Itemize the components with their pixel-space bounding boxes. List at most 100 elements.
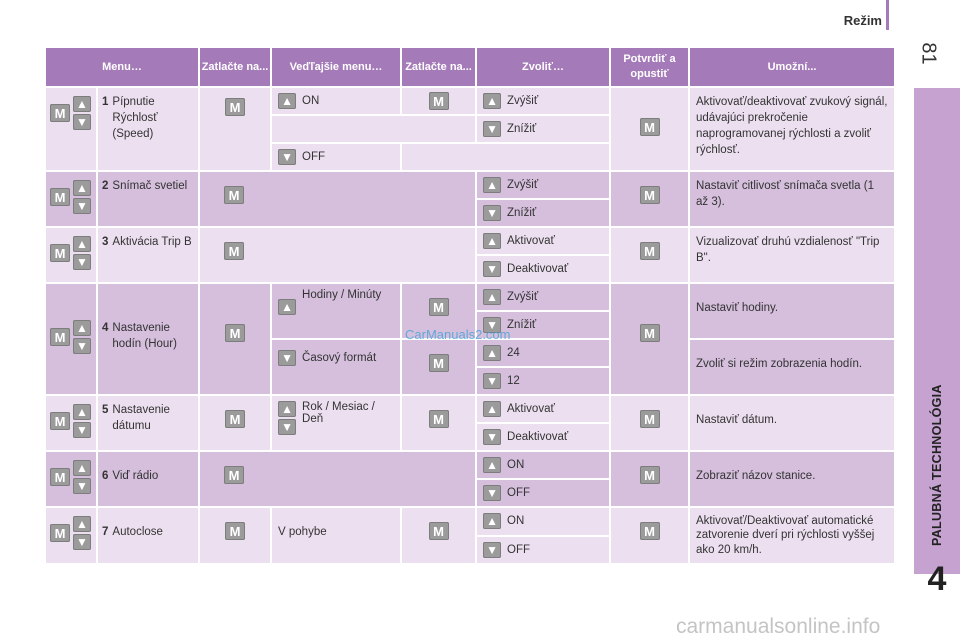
menu-key-icon: M (224, 242, 245, 260)
menu-key-icon: M (639, 522, 660, 540)
up-arrow-icon: ▲ (278, 93, 297, 109)
select-option: 24 (507, 347, 520, 359)
menu-item: 5 Nastavenie dátumu (102, 404, 170, 433)
menu-key-icon: M (50, 412, 70, 430)
table-row: M ▲ ▼ 2 Snímač svetiel M ▲ Zvýšiť M Nastaviť… (46, 172, 895, 226)
select-option: Zvýšiť (507, 291, 539, 303)
menu-key-icon: M (225, 324, 246, 342)
description: Aktivovať/deaktivovať zvukový signál, ud… (696, 96, 888, 157)
header-submenu: Veďľajšie menu… (272, 48, 401, 86)
up-arrow-icon: ▲ (73, 180, 91, 196)
table-row: M ▲ ▼ 3 Aktivácia Trip B M ▲ Aktivovať M Viz… (46, 228, 895, 282)
submenu-label: OFF (302, 151, 326, 163)
up-arrow-icon: ▲ (278, 401, 297, 417)
header-select: Zvoliť… (477, 48, 610, 86)
menu-key-icon: M (50, 188, 70, 206)
description: Nastaviť dátum. (696, 414, 778, 426)
menu-table: Menu… Zatlačte na... Veďľajšie menu… Zat… (44, 46, 896, 565)
menu-key-icon: M (639, 186, 660, 204)
menu-key-icon: M (639, 118, 660, 136)
select-option: Znížiť (507, 319, 537, 331)
select-option: 12 (507, 375, 520, 387)
menu-key-icon: M (225, 410, 246, 428)
menu-key-icon: M (428, 522, 449, 540)
up-arrow-icon: ▲ (73, 96, 91, 112)
table-row: M ▲ ▼ 1 Pípnutie Rýchlosť (Speed) M ▲ ON M … (46, 88, 895, 170)
menu-key-icon: M (639, 324, 660, 342)
down-arrow-icon: ▼ (73, 114, 91, 130)
down-arrow-icon: ▼ (483, 485, 502, 501)
down-arrow-icon: ▼ (483, 541, 502, 558)
header-rule (886, 0, 889, 30)
down-arrow-icon: ▼ (73, 338, 91, 354)
menu-key-icon: M (639, 466, 660, 484)
down-arrow-icon: ▼ (73, 198, 91, 214)
description: Vizualizovať druhú vzdialenosť "Trip B". (696, 236, 880, 265)
select-option: Zvýšiť (507, 95, 539, 107)
table-row: M ▲ ▼ 7 Autoclose M V pohybe M ▲ ON M Aktivo… (46, 508, 895, 564)
menu-item: 3 Aktivácia Trip B (102, 236, 192, 248)
menu-key-icon: M (224, 466, 245, 484)
menu-item: 1 Pípnutie Rýchlosť (Speed) (102, 96, 158, 141)
up-arrow-icon: ▲ (483, 93, 502, 109)
down-arrow-icon: ▼ (483, 121, 502, 137)
menu-key-icon: M (50, 328, 70, 346)
menu-key-icon: M (50, 524, 70, 542)
table-row: M ▲ ▼ 5 Nastavenie dátumu M ▲ ▼ Rok / Mesiac … (46, 396, 895, 450)
header-enables: Umožní... (690, 48, 895, 86)
description: Nastaviť hodiny. (696, 302, 779, 314)
watermark-bottom: carmanualsonline.info (676, 615, 881, 638)
description: Aktivovať/Deaktivovať automatické zatvor… (696, 515, 875, 556)
table-row: M ▲ ▼ 4 Nastavenie hodín (Hour) M ▲ Hodiny /… (46, 284, 895, 394)
up-arrow-icon: ▲ (73, 516, 91, 532)
menu-key-icon: M (225, 522, 246, 540)
header-row: Menu… Zatlačte na... Veďľajšie menu… Zat… (46, 48, 895, 86)
chapter-side-label: PALUBNÁ TECHNOLÓGIA (930, 384, 944, 546)
menu-key-icon: M (225, 98, 246, 116)
page-title: Režim (843, 13, 882, 28)
select-option: ON (507, 459, 525, 471)
down-arrow-icon: ▼ (483, 373, 502, 389)
up-arrow-icon: ▲ (73, 460, 91, 476)
up-arrow-icon: ▲ (73, 320, 91, 336)
menu-key-icon: M (428, 298, 449, 316)
menu-item: 4 Nastavenie hodín (Hour) (102, 322, 177, 351)
submenu-label: Hodiny / Minúty (302, 289, 382, 301)
up-arrow-icon: ▲ (483, 345, 502, 361)
header-menu: Menu… (46, 48, 199, 86)
select-option: Deaktivovať (507, 263, 569, 275)
submenu-label: Rok / Mesiac / Deň (302, 401, 375, 425)
menu-key-icon: M (639, 242, 660, 260)
submenu-label: V pohybe (278, 526, 327, 538)
menu-key-icon: M (428, 92, 449, 110)
submenu-label: ON (302, 95, 320, 107)
up-arrow-icon: ▲ (73, 404, 91, 420)
menu-key-icon: M (50, 244, 70, 262)
page-number: 81 (917, 42, 940, 65)
menu-item: 2 Snímač svetiel (102, 180, 188, 192)
up-arrow-icon: ▲ (483, 177, 502, 193)
chapter-number: 4 (927, 560, 947, 598)
down-arrow-icon: ▼ (483, 205, 502, 221)
menu-key-icon: M (50, 104, 70, 122)
down-arrow-icon: ▼ (278, 149, 297, 165)
select-option: Zvýšiť (507, 179, 539, 191)
menu-key-icon: M (224, 186, 245, 204)
menu-key-icon: M (50, 468, 70, 486)
up-arrow-icon: ▲ (278, 299, 297, 315)
header-press-2: Zatlačte na... (402, 48, 476, 86)
up-arrow-icon: ▲ (73, 236, 91, 252)
down-arrow-icon: ▼ (278, 350, 297, 366)
down-arrow-icon: ▼ (483, 429, 502, 445)
menu-item: 6 Viď rádio (102, 470, 159, 482)
down-arrow-icon: ▼ (483, 261, 502, 277)
select-option: OFF (507, 487, 531, 499)
select-option: OFF (507, 543, 531, 556)
menu-key-icon: M (428, 354, 449, 372)
up-arrow-icon: ▲ (483, 289, 502, 305)
menu-item: 7 Autoclose (102, 526, 163, 538)
up-arrow-icon: ▲ (483, 513, 502, 529)
table-row: M ▲ ▼ 6 Viď rádio M ▲ ON M Zobraziť názov st… (46, 452, 895, 506)
select-option: Aktivovať (507, 235, 555, 247)
description: Zobraziť názov stanice. (696, 470, 816, 482)
